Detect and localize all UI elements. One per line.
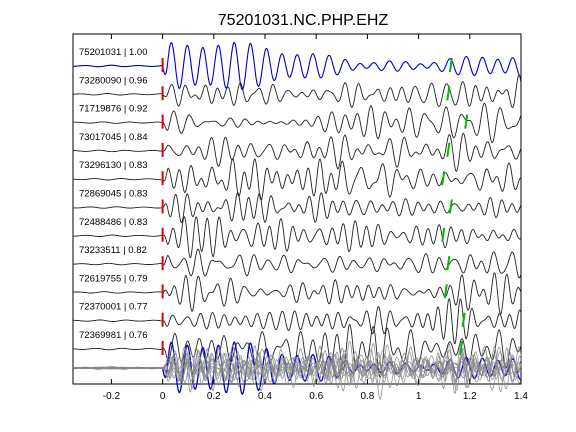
trace-line-5 (73, 158, 522, 201)
s-pick-4 (446, 142, 451, 158)
s-pick-9 (443, 284, 448, 299)
trace-label-9: 72619755 | 0.79 (79, 273, 148, 284)
s-pick-8 (446, 255, 451, 271)
s-pick-11 (459, 340, 464, 356)
trace-line-10 (73, 298, 522, 345)
trace-line-1 (73, 41, 522, 91)
plot-frame (72, 33, 522, 385)
overlay-line-9 (72, 346, 522, 393)
trace-label-3: 71719876 | 0.92 (79, 104, 148, 115)
x-tick-label-5: 0.8 (360, 391, 374, 402)
s-pick-2 (446, 86, 451, 101)
trace-line-9 (72, 272, 522, 315)
overlay-line-11 (72, 340, 522, 401)
trace-line-8 (72, 248, 522, 279)
trace-label-10: 72370001 | 0.77 (79, 302, 148, 313)
x-tick-label-3: 0.4 (258, 391, 272, 402)
trace-label-1: 75201031 | 1.00 (79, 47, 148, 58)
x-tick-label-4: 0.6 (309, 391, 323, 402)
trace-label-7: 72488486 | 0.83 (79, 217, 148, 228)
trace-line-3 (72, 102, 522, 144)
trace-line-6 (73, 192, 522, 224)
s-pick-6 (448, 199, 453, 214)
s-pick-3 (464, 114, 469, 129)
trace-line-7 (73, 215, 522, 259)
x-tick-label-0: -0.2 (103, 391, 121, 402)
s-pick-10 (461, 312, 466, 327)
pick-markers (161, 57, 469, 356)
trace-label-8: 73233511 | 0.82 (79, 245, 147, 256)
trace-label-11: 72369981 | 0.76 (79, 330, 148, 341)
x-tick-label-7: 1.2 (463, 391, 477, 402)
x-tick-label-2: 0.2 (207, 391, 221, 402)
s-pick-7 (441, 227, 446, 242)
trace-label-2: 73280090 | 0.96 (79, 75, 148, 86)
chart-title: 75201031.NC.PHP.EHZ (218, 12, 389, 29)
trace-line-2 (72, 74, 522, 109)
s-pick-5 (441, 171, 446, 186)
trace-label-6: 72869045 | 0.83 (79, 189, 148, 200)
s-pick-1 (448, 57, 453, 73)
trace-labels: 75201031 | 1.00 73280090 | 0.96 71719876 |… (79, 47, 148, 341)
trace-label-4: 73017045 | 0.84 (79, 132, 148, 143)
x-tick-label-6: 1 (416, 391, 422, 402)
trace-line-4 (73, 132, 522, 172)
trace-label-5: 73296130 | 0.83 (79, 160, 148, 171)
x-axis: -0.2 0 0.2 0.4 0.6 0.8 1 1.2 1.4 (103, 34, 528, 402)
traces-group (72, 41, 522, 379)
x-tick-label-8: 1.4 (514, 391, 528, 402)
overlay-stack (72, 340, 522, 401)
x-tick-label-1: 0 (160, 391, 166, 402)
